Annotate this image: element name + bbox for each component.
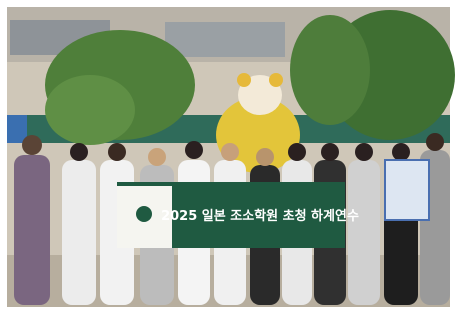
person xyxy=(14,155,50,305)
scene: 2025 일본 조소학원 초청 하계연수 xyxy=(7,7,455,307)
photo: 2025 일본 조소학원 초청 하계연수 xyxy=(0,0,457,313)
banner-logo xyxy=(136,206,152,222)
sign-board xyxy=(385,160,429,220)
person xyxy=(62,160,96,305)
banner-title: 2025 일본 조소학원 초청 하계연수 xyxy=(161,208,359,224)
sign xyxy=(7,115,27,143)
bear-ear xyxy=(269,73,283,87)
tree xyxy=(45,75,135,145)
tree xyxy=(290,15,370,125)
window xyxy=(165,22,285,57)
bear-ear xyxy=(237,73,251,87)
person xyxy=(348,160,380,305)
